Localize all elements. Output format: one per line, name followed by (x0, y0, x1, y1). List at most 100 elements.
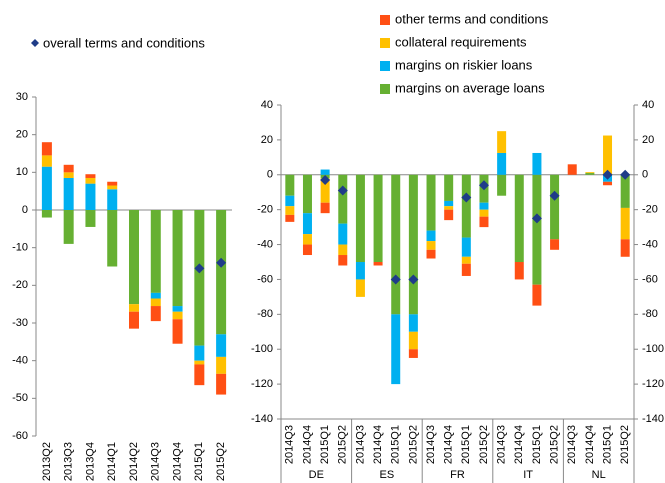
y2-tick-label: 20 (642, 134, 654, 146)
bar-segment (63, 177, 74, 210)
bar-segment (497, 152, 507, 175)
bar-segment (620, 239, 630, 257)
y-tick-label: -120 (251, 378, 273, 390)
bar-segment (355, 279, 365, 297)
bar-segment (216, 210, 227, 335)
bar-segment (63, 210, 74, 244)
x-tick-label: 2015Q2 (407, 425, 419, 464)
x-tick-label: 2014Q3 (425, 425, 437, 464)
bar-segment (302, 213, 312, 235)
bar-segment (373, 174, 383, 262)
bar-segment (41, 155, 52, 167)
y2-tick-label: 0 (642, 169, 648, 181)
x-tick-label: 2014Q4 (443, 425, 455, 464)
bar-segment (320, 202, 330, 214)
bar-segment (85, 210, 96, 227)
bar-segment (216, 373, 227, 395)
group-label: DE (309, 469, 324, 481)
bar-segment (461, 174, 471, 238)
group-label: FR (450, 469, 465, 481)
y-tick-label: -40 (257, 238, 273, 250)
y-tick-label: -30 (12, 317, 28, 329)
bar-segment (550, 174, 560, 240)
bar-segment (320, 178, 330, 203)
bar-segment (373, 262, 383, 266)
diamond-marker (478, 180, 489, 191)
y-tick-label: -60 (12, 430, 28, 442)
x-tick-label: 2014Q4 (513, 425, 525, 464)
bar-segment (285, 174, 295, 196)
bar-segment (444, 209, 454, 221)
bar-segment (172, 319, 183, 344)
x-tick-label: 2014Q4 (171, 442, 183, 481)
bar-segment (285, 214, 295, 222)
bar-segment (129, 304, 139, 312)
bar-segment (444, 206, 454, 210)
diamond-marker (549, 190, 560, 201)
bar-segment (497, 131, 507, 153)
diamond-marker (320, 175, 331, 186)
x-tick-label: 2014Q3 (150, 442, 162, 481)
x-tick-label: 2014Q4 (372, 425, 384, 464)
bar-segment (129, 311, 139, 329)
y-tick-label: 0 (22, 204, 28, 216)
y-tick-label: -20 (257, 204, 273, 216)
diamond-marker (337, 185, 348, 196)
bar-segment (408, 314, 418, 332)
y-tick-label: -80 (257, 308, 273, 320)
x-tick-label: 2014Q1 (106, 442, 118, 481)
y2-tick-label: -80 (642, 308, 658, 320)
diamond-marker (531, 213, 542, 224)
group-label: NL (592, 469, 606, 481)
bar-segment (391, 174, 401, 315)
bar-segment (391, 314, 401, 385)
y-tick-label: -40 (12, 355, 28, 367)
x-tick-label: 2015Q1 (390, 425, 402, 464)
bar-segment (585, 173, 595, 175)
x-tick-label: 2014Q3 (496, 425, 508, 464)
x-tick-label: 2015Q2 (548, 425, 560, 464)
bar-segment (426, 230, 436, 242)
bar-segment (585, 172, 595, 174)
y-tick-label: 30 (16, 91, 28, 103)
y-tick-label: -100 (251, 343, 273, 355)
bar-segment (302, 244, 312, 256)
x-tick-label: 2015Q1 (193, 442, 205, 481)
bar-segment (461, 256, 471, 264)
bar-segment (408, 331, 418, 350)
legend-swatch (380, 84, 390, 94)
bar-segment (172, 306, 183, 312)
legend-label: overall terms and conditions (43, 35, 205, 50)
y-tick-label: 20 (261, 134, 273, 146)
x-tick-label: 2015Q2 (337, 425, 349, 464)
x-tick-label: 2014Q3 (566, 425, 578, 464)
bar-segment (172, 311, 183, 320)
bar-segment (285, 206, 295, 215)
bar-segment (355, 174, 365, 262)
legend-marker (31, 39, 39, 47)
diamond-marker (602, 169, 613, 180)
bar-segment (63, 164, 74, 173)
x-tick-label: 2015Q2 (478, 425, 490, 464)
bar-segment (479, 209, 489, 217)
x-tick-label: 2014Q2 (128, 442, 140, 481)
bar-segment (355, 262, 365, 280)
bar-segment (620, 207, 630, 240)
bar-segment (514, 174, 524, 262)
bar-segment (532, 284, 542, 306)
bar-segment (107, 181, 118, 186)
bar-segment (150, 298, 161, 307)
y-tick-label: -50 (12, 392, 28, 404)
y-tick-label: 40 (261, 99, 273, 111)
bar-segment (532, 174, 542, 285)
y-tick-label: -140 (251, 413, 273, 425)
bar-segment (338, 244, 348, 256)
y-tick-label: -60 (257, 273, 273, 285)
bar-segment (107, 189, 118, 210)
bar-segment (41, 210, 52, 218)
legend-label: collateral requirements (395, 34, 527, 49)
y-tick-label: -20 (12, 279, 28, 291)
bar-segment (63, 172, 74, 178)
diamond-marker (390, 274, 401, 285)
